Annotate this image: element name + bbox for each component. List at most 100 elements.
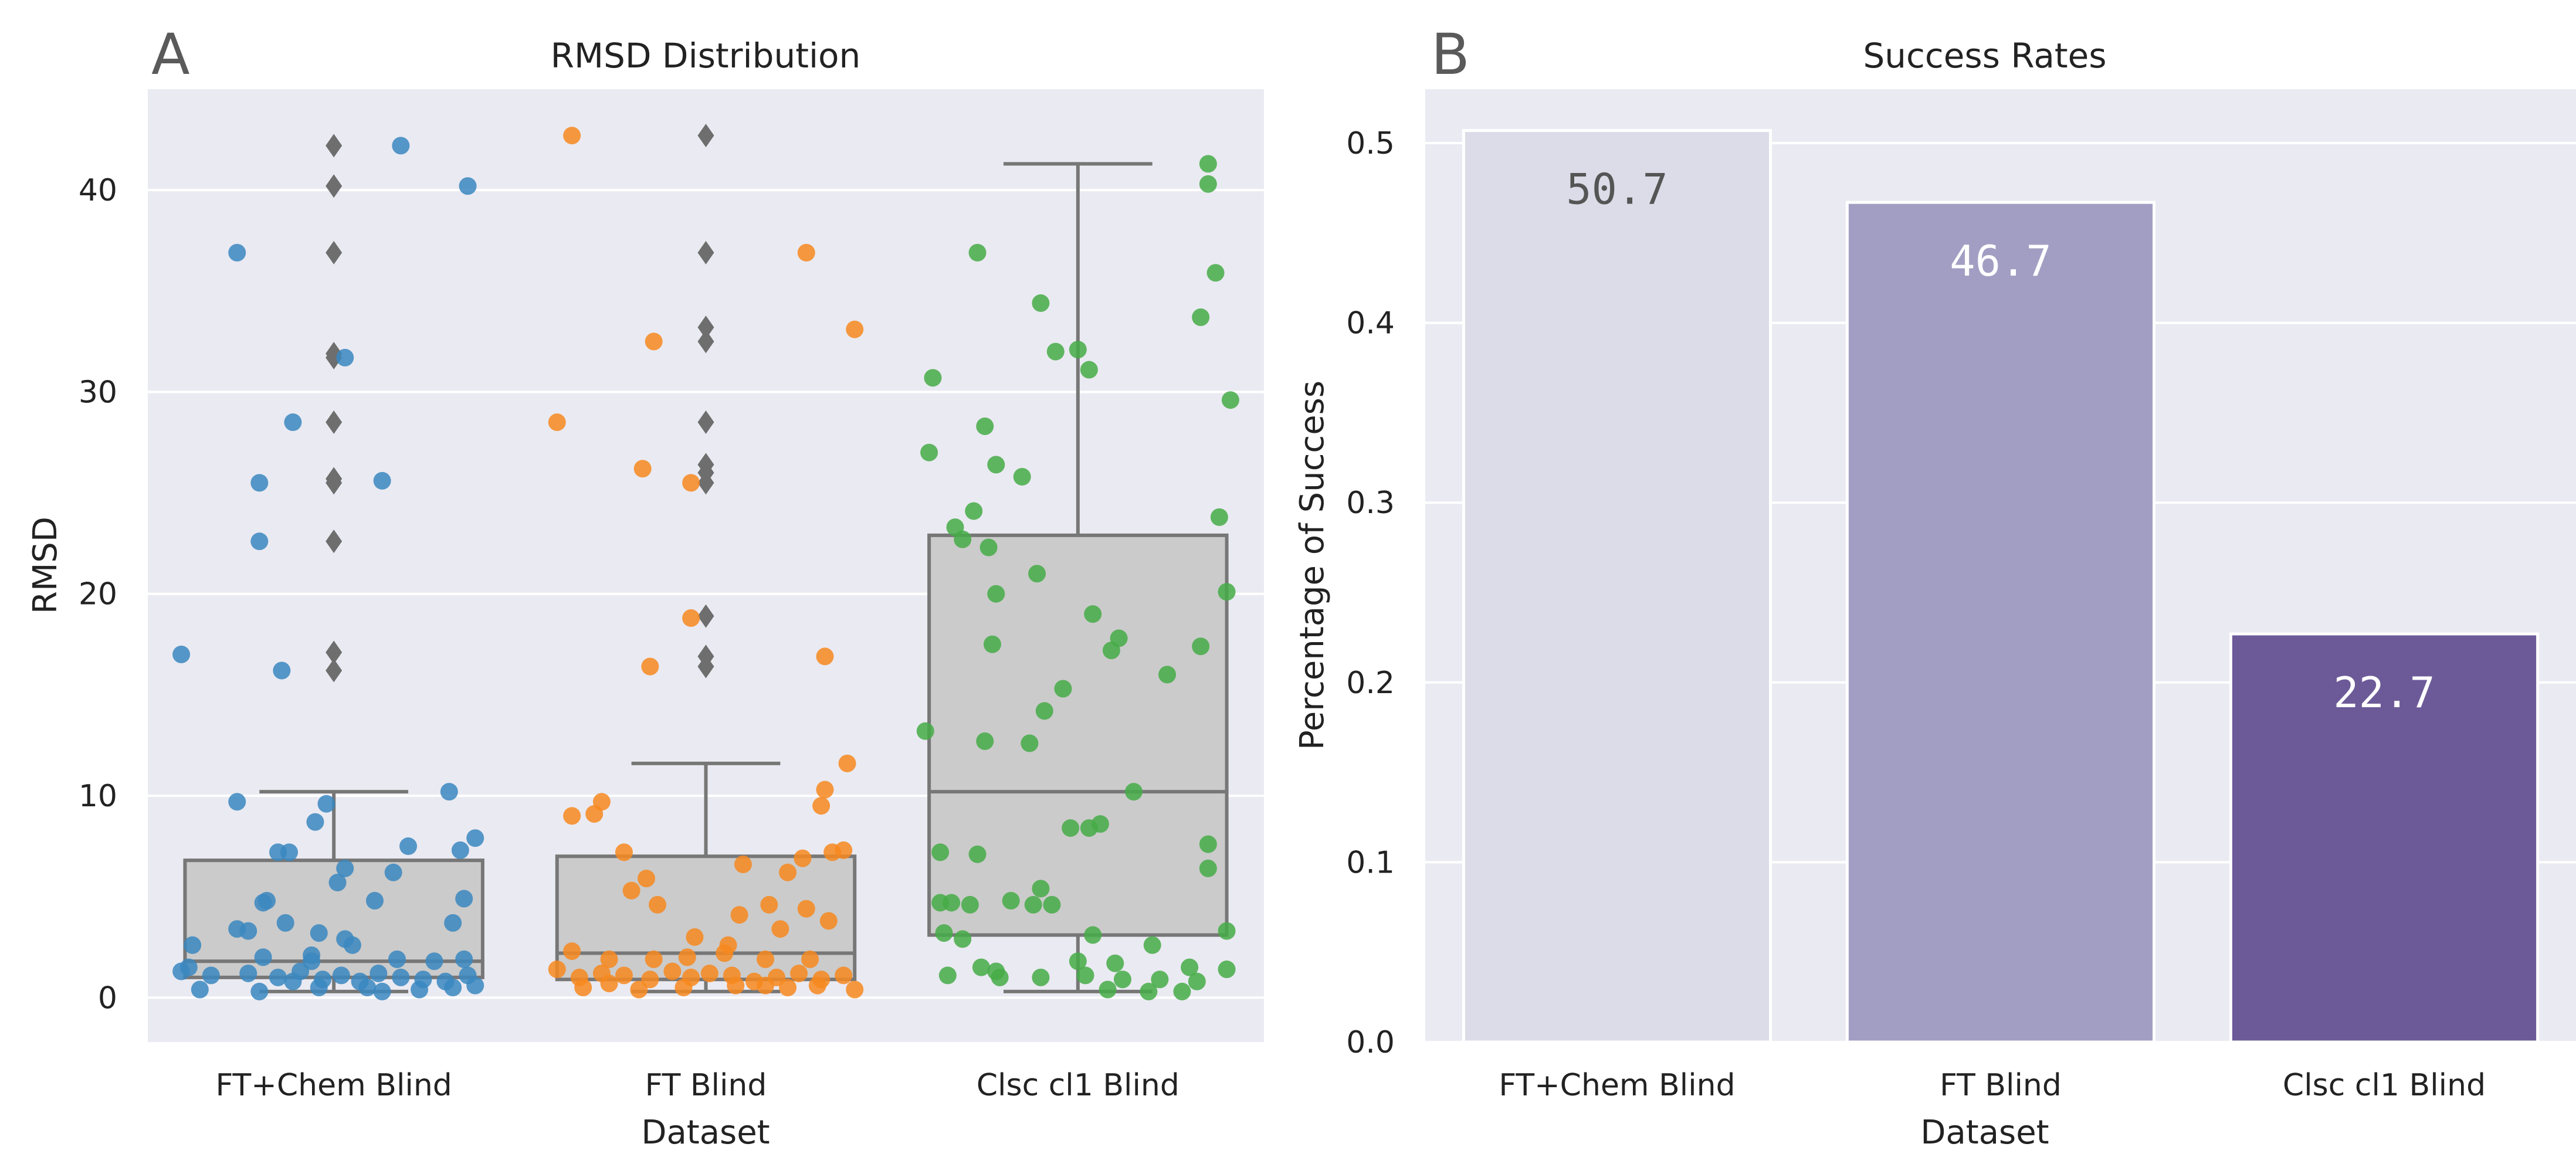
panel-b: 50.7 46.7 22.7 0.0 0.1 0.2 0.3 0.4 0.5 FT+Chem B… — [1293, 22, 2576, 1152]
data-point — [682, 609, 700, 627]
outlier-marker — [326, 659, 343, 683]
data-point — [202, 966, 220, 985]
data-point — [250, 532, 269, 551]
data-point — [425, 952, 443, 970]
data-point — [760, 895, 778, 914]
panel-b-x-axis-label: Dataset — [1920, 1114, 2049, 1152]
data-point — [228, 243, 246, 262]
data-point — [756, 976, 774, 995]
data-point — [678, 948, 696, 966]
data-point — [1192, 308, 1210, 327]
bar — [1462, 129, 1772, 1044]
data-point — [682, 474, 700, 492]
data-point — [920, 443, 938, 461]
panel-b-y-tick-label: 0.0 — [1346, 1025, 1395, 1060]
data-point — [1199, 859, 1217, 877]
data-point — [592, 793, 611, 811]
data-point — [1002, 892, 1020, 910]
outlier-marker — [697, 315, 714, 340]
data-point — [954, 930, 972, 948]
data-point — [983, 635, 1001, 653]
data-point — [641, 657, 659, 676]
data-point — [1124, 783, 1143, 801]
data-point — [1046, 342, 1065, 361]
data-point — [968, 243, 987, 262]
data-point — [444, 979, 462, 997]
data-point — [1173, 982, 1191, 1000]
data-point — [563, 127, 581, 145]
panel-b-x-tick-label: FT+Chem Blind — [1499, 1068, 1735, 1103]
data-point — [835, 966, 853, 985]
data-point — [239, 964, 257, 982]
data-point — [924, 369, 942, 387]
data-point — [1143, 936, 1161, 954]
data-point — [370, 964, 388, 982]
data-point — [779, 979, 797, 997]
data-point — [1028, 565, 1046, 583]
data-point — [633, 460, 652, 478]
data-point — [622, 881, 640, 900]
outlier-marker — [697, 644, 714, 668]
data-point — [388, 950, 406, 968]
data-point — [808, 976, 826, 995]
outlier-marker — [326, 410, 343, 435]
data-point — [686, 928, 704, 946]
data-point — [336, 348, 354, 366]
data-point — [254, 948, 272, 966]
data-point — [797, 900, 815, 918]
data-point — [332, 966, 350, 985]
data-point — [1032, 880, 1050, 898]
data-point — [816, 647, 834, 666]
panel-a-label: A — [151, 22, 190, 87]
outlier-marker — [326, 240, 343, 264]
data-point — [1043, 895, 1061, 914]
data-point — [191, 980, 209, 999]
data-point — [276, 914, 294, 932]
data-point — [771, 920, 789, 938]
data-point — [649, 895, 667, 914]
data-point — [1035, 702, 1053, 720]
panel-a-points — [172, 127, 1239, 1000]
data-point — [392, 968, 410, 986]
data-point — [1199, 175, 1217, 193]
data-point — [317, 795, 335, 813]
data-point — [979, 538, 998, 556]
data-point — [801, 950, 819, 968]
data-point — [846, 980, 864, 999]
data-point — [574, 979, 592, 997]
data-point — [734, 856, 752, 874]
panel-b-tick-labels: 0.0 0.1 0.2 0.3 0.4 0.5 FT+Chem Blind FT Blind C… — [1346, 126, 2486, 1103]
data-point — [451, 841, 469, 859]
data-point — [615, 843, 633, 861]
data-point — [310, 924, 328, 942]
data-point — [756, 950, 774, 968]
panel-a-y-tick-label: 40 — [79, 173, 117, 208]
data-point — [306, 813, 324, 831]
data-point — [965, 502, 983, 520]
data-point — [1151, 970, 1169, 989]
panel-b-y-tick-label: 0.3 — [1346, 486, 1395, 521]
data-point — [674, 979, 693, 997]
data-point — [1021, 734, 1039, 752]
panel-b-y-axis-label: Percentage of Success — [1293, 381, 1331, 750]
data-point — [790, 964, 808, 982]
data-point — [600, 950, 618, 968]
data-point — [794, 849, 812, 867]
data-point — [600, 975, 618, 993]
data-point — [1013, 468, 1031, 486]
panel-b-bars: 50.7 46.7 22.7 — [1462, 129, 2540, 1044]
data-point — [563, 807, 581, 825]
outlier-marker — [697, 330, 714, 354]
bar — [2229, 632, 2540, 1044]
data-point — [1084, 605, 1102, 623]
data-point — [250, 982, 269, 1000]
panel-a-tick-labels: 0 10 20 30 40 FT+Chem Blind FT Blind Clsc cl1 B… — [79, 173, 1179, 1103]
data-point — [1032, 968, 1050, 986]
data-point — [303, 952, 321, 970]
data-point — [1069, 341, 1087, 359]
data-point — [440, 783, 458, 801]
data-point — [730, 906, 748, 924]
data-point — [179, 958, 198, 976]
data-point — [1106, 954, 1124, 972]
data-point — [1080, 361, 1098, 379]
